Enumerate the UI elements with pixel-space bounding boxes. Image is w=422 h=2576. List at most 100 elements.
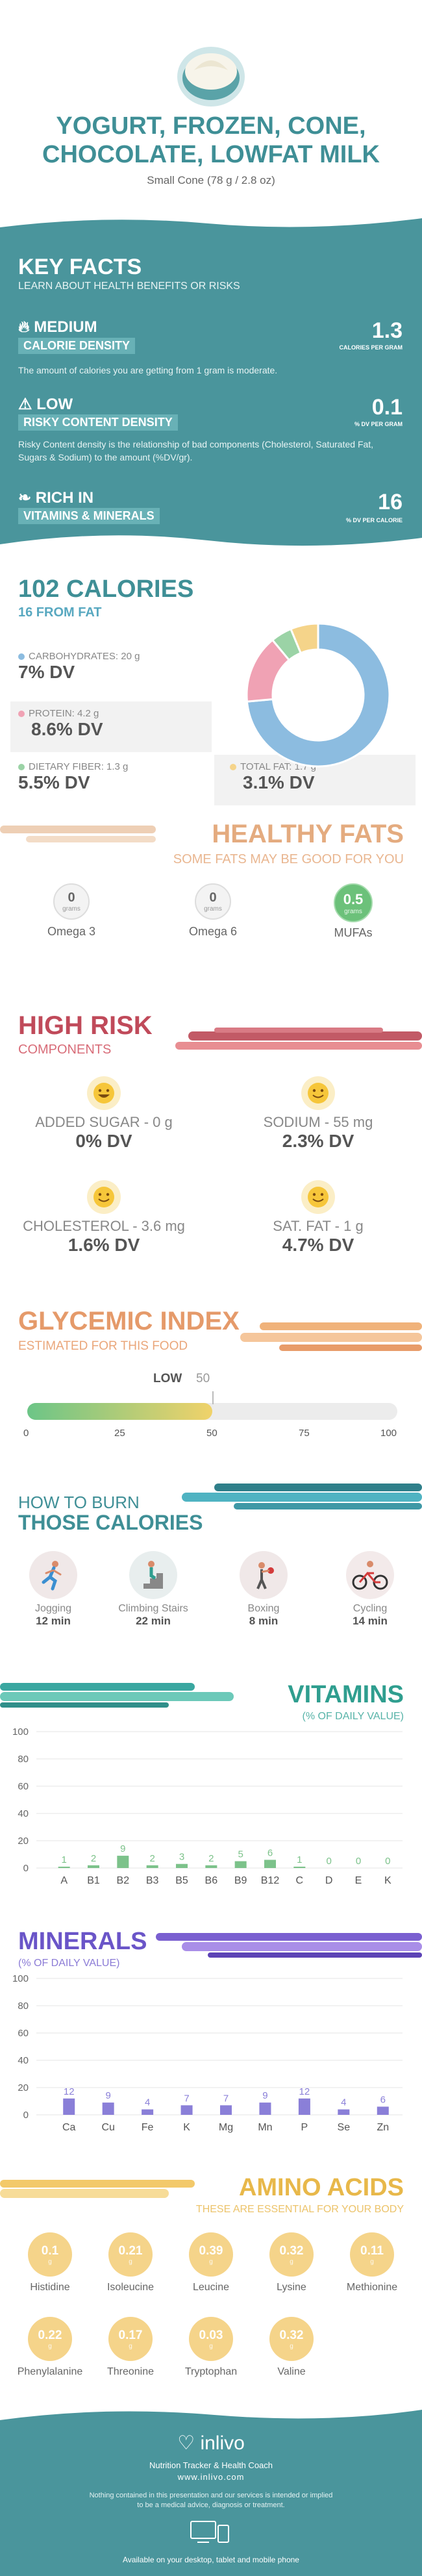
- vitamins-title: VITAMINS: [288, 1681, 404, 1708]
- donut-slice-total-fat: [289, 622, 319, 655]
- minerals-bar-chart: 100 80 60 40 20 0 12 Ca 9 Cu 4 Fe 7 K 7 Mg 9 Mn 12 P 4 Se 6 Zn: [12, 1973, 403, 2133]
- mineral-value-se: 4: [341, 2097, 346, 2108]
- activity-stairs: Climbing Stairs 22 min: [114, 1551, 192, 1628]
- smile-icon: [301, 1180, 335, 1214]
- high-risk-title: HIGH RISK: [18, 1011, 153, 1040]
- footer-url[interactable]: www.inlivo.com: [177, 2472, 245, 2482]
- protein-dot: [18, 711, 25, 718]
- healthy-fats-title: HEALTHY FATS: [212, 820, 404, 848]
- gi-tick-25: 25: [114, 1428, 125, 1439]
- amino-subtitle: THESE ARE ESSENTIAL FOR YOUR BODY: [195, 2204, 404, 2215]
- vitamin-label-b6: B6: [205, 1875, 218, 1886]
- vitamin-ytick: 100: [12, 1726, 29, 1737]
- mineral-label-p: P: [301, 2122, 308, 2133]
- vitamins-subtitle: (% OF DAILY VALUE): [302, 1711, 404, 1722]
- vitamin-bar-b2: [117, 1856, 129, 1868]
- vitamin-value-b5: 3: [179, 1852, 184, 1863]
- mineral-ytick: 100: [12, 1973, 29, 1984]
- fiber-dv: 5.5% DV: [18, 772, 90, 792]
- vitamins-bar-chart: 100 80 60 40 20 0 1 A 2 B1 9 B2 2 B3 3 B5 2 B6 5 B9 6 B12 1 C 0 D…: [12, 1726, 403, 1886]
- fat-omega6: 0 grams Omega 6: [174, 883, 252, 939]
- fact-unit-risky-content: % DV PER GRAM: [354, 421, 403, 427]
- vitamin-ytick: 0: [23, 1863, 29, 1874]
- mineral-ytick: 60: [18, 2028, 29, 2039]
- carbs-dot: [18, 653, 25, 661]
- header: YOGURT, FROZEN, CONE, CHOCOLATE, LOWFAT …: [0, 0, 422, 195]
- activity-boxing: Boxing 8 min: [225, 1551, 303, 1628]
- fat-omega3: 0 grams Omega 3: [32, 883, 110, 939]
- mineral-value-ca: 12: [64, 2086, 75, 2097]
- fat-mufas: 0.5 grams MUFAs: [314, 883, 392, 940]
- high-risk-subtitle: COMPONENTS: [18, 1042, 112, 1057]
- vitamin-label-c: C: [296, 1875, 304, 1886]
- vitamin-bar-b12: [264, 1860, 276, 1868]
- mineral-label-fe: Fe: [142, 2122, 154, 2133]
- fat-omega6-label: Omega 6: [188, 925, 238, 938]
- vitamin-ytick: 80: [18, 1754, 29, 1765]
- vitamin-ytick: 20: [18, 1836, 29, 1847]
- gi-tick-0: 0: [23, 1428, 29, 1439]
- risk-cholesterol: CHOLESTEROL - 3.6 mg 1.6% DV: [13, 1180, 195, 1256]
- high-risk-section: HIGH RISK COMPONENTS ADDED SUGAR - 0 g 0…: [0, 1010, 422, 1283]
- vitamin-label-b5: B5: [175, 1875, 188, 1886]
- glycemic-section: GLYCEMIC INDEX ESTIMATED FOR THIS FOOD L…: [0, 1306, 422, 1448]
- burn-title-2: THOSE CALORIES: [18, 1511, 203, 1534]
- cycling-icon: [346, 1551, 394, 1599]
- gi-tick-75: 75: [299, 1428, 310, 1439]
- mineral-label-zn: Zn: [377, 2122, 389, 2133]
- calories-section: 102 CALORIES 16 FROM FAT CARBOHYDRATES: …: [0, 572, 422, 805]
- mineral-bar-ca: [63, 2098, 75, 2115]
- risk-sodium: SODIUM - 55 mg 2.3% DV: [227, 1076, 409, 1152]
- high-risk-decoration: [175, 1028, 422, 1050]
- amino-section: AMINO ACIDS THESE ARE ESSENTIAL FOR YOUR…: [0, 2173, 422, 2410]
- jogging-icon: [29, 1551, 77, 1599]
- mineral-bar-mg: [220, 2105, 232, 2115]
- mineral-label-ca: Ca: [62, 2122, 76, 2133]
- fact-level-low: ⚠ LOW: [18, 396, 73, 413]
- glycemic-level: LOW: [153, 1372, 182, 1385]
- vitamin-bar-b6: [205, 1865, 217, 1868]
- footer-wave: [0, 2410, 422, 2429]
- vitamin-value-b1: 2: [91, 1853, 96, 1864]
- leaf-icon: ❧: [18, 489, 32, 507]
- mineral-value-mn: 9: [262, 2090, 267, 2101]
- vitamin-label-b2: B2: [117, 1875, 130, 1886]
- footer-brand[interactable]: ♡ inlivo: [177, 2432, 245, 2454]
- flame-icon: 🔥︎: [18, 318, 30, 336]
- mineral-ytick: 0: [23, 2110, 29, 2121]
- mineral-bar-k: [180, 2105, 193, 2115]
- page-title-line1: YOGURT, FROZEN, CONE,: [56, 112, 366, 140]
- page-title-line2: CHOCOLATE, LOWFAT MILK: [42, 141, 380, 168]
- minerals-subtitle: (% OF DAILY VALUE): [18, 1958, 120, 1969]
- vitamin-label-b12: B12: [261, 1875, 280, 1886]
- minerals-decoration: [156, 1933, 422, 1958]
- vitamin-bar-b3: [146, 1865, 158, 1868]
- mineral-value-fe: 4: [145, 2097, 150, 2108]
- mineral-ytick: 80: [18, 2001, 29, 2012]
- footer-available: Available on your desktop, tablet and mo…: [123, 2555, 299, 2564]
- glycemic-subtitle: ESTIMATED FOR THIS FOOD: [18, 1339, 188, 1353]
- vitamin-value-k: 0: [385, 1856, 390, 1867]
- heart-icon: ♡: [177, 2432, 195, 2454]
- vitamin-value-a: 1: [61, 1854, 66, 1865]
- key-facts-subtitle: LEARN ABOUT HEALTH BENEFITS OR RISKS: [18, 281, 240, 292]
- serving-size: Small Cone (78 g / 2.8 oz): [147, 174, 275, 186]
- mineral-bar-fe: [142, 2109, 154, 2115]
- activity-cycling: Cycling 14 min: [331, 1551, 409, 1628]
- footer-disclaimer-1: Nothing contained in this presentation a…: [89, 2492, 333, 2499]
- smile-icon: [301, 1076, 335, 1110]
- mineral-bar-zn: [377, 2106, 389, 2115]
- fact-unit-calorie-density: CALORIES PER GRAM: [339, 344, 403, 351]
- vitamin-bar-c: [293, 1866, 306, 1868]
- vitamins-decoration: [0, 1683, 234, 1708]
- amino-title: AMINO ACIDS: [238, 2174, 404, 2201]
- carbs-block: CARBOHYDRATES: 20 g 7% DV: [18, 651, 140, 682]
- vitamins-section: VITAMINS (% OF DAILY VALUE) 100 80 60 40 20 0…: [0, 1676, 422, 1916]
- fact-level-medium: 🔥︎ MEDIUM: [18, 318, 97, 336]
- fact-level-rich: ❧ RICH IN: [18, 489, 94, 507]
- vitamin-label-d: D: [325, 1875, 333, 1886]
- glycemic-value: 50: [196, 1372, 210, 1385]
- burn-section: HOW TO BURN THOSE CALORIES Jogging 12 min…: [0, 1487, 422, 1656]
- healthy-fats-decoration: [0, 826, 156, 842]
- mineral-label-se: Se: [338, 2122, 351, 2133]
